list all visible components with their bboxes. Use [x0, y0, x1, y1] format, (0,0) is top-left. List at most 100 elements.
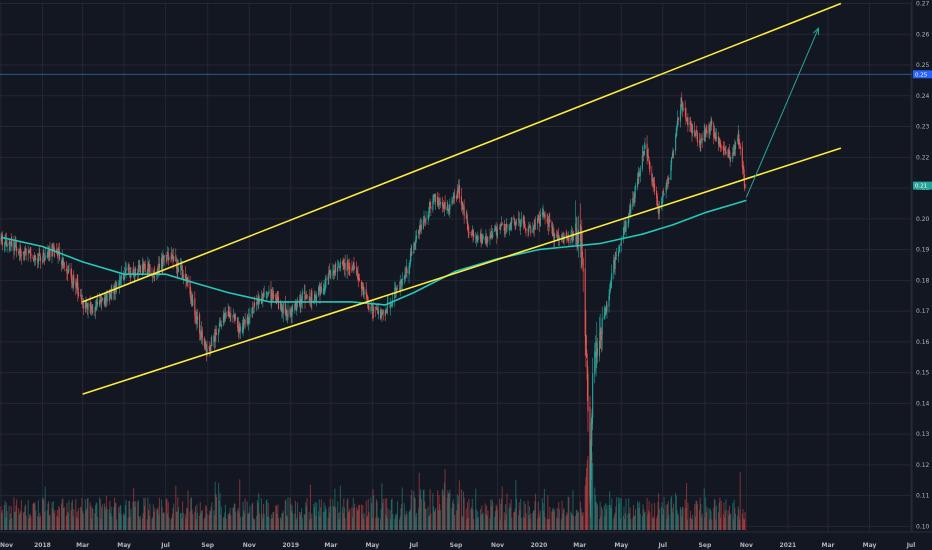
candle-body: [125, 268, 127, 271]
volume-bar: [73, 509, 75, 530]
volume-bar: [415, 512, 418, 530]
candle-body: [404, 275, 406, 278]
volume-bar: [39, 512, 41, 530]
candle-body: [590, 463, 592, 501]
channel-lower-trendline[interactable]: [82, 147, 842, 395]
candle-body: [622, 235, 624, 240]
candle-body: [99, 299, 101, 302]
volume-bar: [46, 510, 48, 530]
volume-bar: [29, 514, 31, 530]
volume-bar: [44, 486, 46, 530]
candle-body: [357, 273, 359, 280]
volume-bar: [179, 513, 182, 530]
projection-arrow[interactable]: [745, 27, 819, 198]
candle-body: [692, 129, 694, 134]
volume-bar: [409, 510, 411, 530]
candle-body: [277, 296, 279, 299]
candle-body: [82, 300, 84, 304]
candle-body: [406, 269, 408, 274]
y-tick-label: 0.27: [916, 1, 930, 8]
candle-body: [544, 214, 546, 218]
price-axis[interactable]: 0.270.260.250.240.230.220.210.200.190.18…: [911, 0, 932, 550]
volume-bar: [290, 510, 292, 530]
volume-bar: [520, 498, 522, 530]
volume-bar: [344, 518, 346, 530]
x-tick-label: 2020: [531, 542, 548, 549]
volume-bar: [654, 502, 656, 530]
volume-bar: [577, 512, 579, 530]
y-tick-label: 0.17: [916, 308, 930, 315]
candle-body: [156, 268, 158, 274]
volume-bar: [386, 518, 388, 530]
candle-body: [554, 233, 556, 239]
volume-bar: [254, 519, 256, 530]
candle-body: [109, 290, 111, 298]
candle-body: [654, 183, 656, 192]
volume-bar: [389, 510, 391, 530]
volume-bar: [475, 488, 477, 530]
candle-body: [496, 228, 499, 238]
volume-bar: [156, 509, 158, 530]
volume-bar: [242, 501, 244, 530]
volume-bar: [722, 514, 724, 530]
candle-body: [73, 275, 75, 284]
volume-bar: [470, 509, 472, 530]
candle-body: [100, 300, 102, 302]
volume-bar: [33, 502, 35, 530]
candle-body: [485, 236, 487, 239]
volume-bar: [320, 507, 322, 530]
volume-bar: [413, 491, 415, 530]
volume-bar: [439, 509, 441, 530]
volume-bar: [661, 502, 663, 530]
candle-body: [5, 240, 7, 247]
volume-bar: [437, 490, 439, 530]
candle-body: [642, 151, 644, 154]
volume-bar: [486, 515, 488, 530]
candle-body: [724, 148, 726, 150]
candle-body: [63, 260, 65, 266]
volume-bar: [375, 517, 377, 530]
volume-bar: [337, 501, 339, 530]
volume-bar: [600, 516, 602, 530]
volume-bar: [394, 518, 396, 530]
candle-body: [671, 157, 673, 165]
candle-body: [730, 156, 732, 159]
candle-body: [101, 299, 103, 303]
volume-bar: [732, 519, 735, 530]
channel-upper-trendline[interactable]: [82, 2, 842, 303]
candle-body: [596, 348, 598, 355]
y-tick-label: 0.14: [916, 400, 930, 407]
volume-bar: [176, 511, 178, 530]
volume-bar: [552, 507, 554, 530]
volume-bar: [104, 506, 106, 530]
y-tick-label: 0.10: [916, 523, 930, 530]
volume-bar: [303, 514, 305, 530]
time-axis[interactable]: Nov 2018 Mar May Jul Sep Nov 2019 Mar May Jul Sep No…: [0, 531, 932, 550]
volume-bar: [133, 487, 135, 530]
volume-bar: [157, 507, 159, 530]
volume-bar: [638, 507, 640, 530]
volume-bar: [481, 514, 484, 530]
candle-body: [682, 108, 684, 112]
candle-body: [184, 274, 186, 279]
volume-bar: [495, 504, 497, 530]
candle-body: [147, 263, 149, 275]
candle-body: [667, 179, 669, 181]
candle-body: [633, 199, 635, 203]
volume-bar: [279, 517, 282, 530]
candle-body: [324, 278, 326, 290]
candle-body: [18, 254, 20, 256]
volume-bar: [708, 508, 710, 530]
candle-body: [325, 278, 327, 280]
volume-bar: [630, 519, 632, 530]
volume-bar: [200, 512, 202, 530]
volume-bar: [233, 507, 235, 530]
volume-bar: [700, 517, 703, 530]
candle-body: [458, 184, 460, 198]
volume-bar: [644, 511, 646, 530]
candle-body: [196, 316, 199, 321]
candle-body: [339, 262, 341, 269]
candle-body: [720, 145, 722, 147]
volume-bar: [257, 502, 259, 530]
